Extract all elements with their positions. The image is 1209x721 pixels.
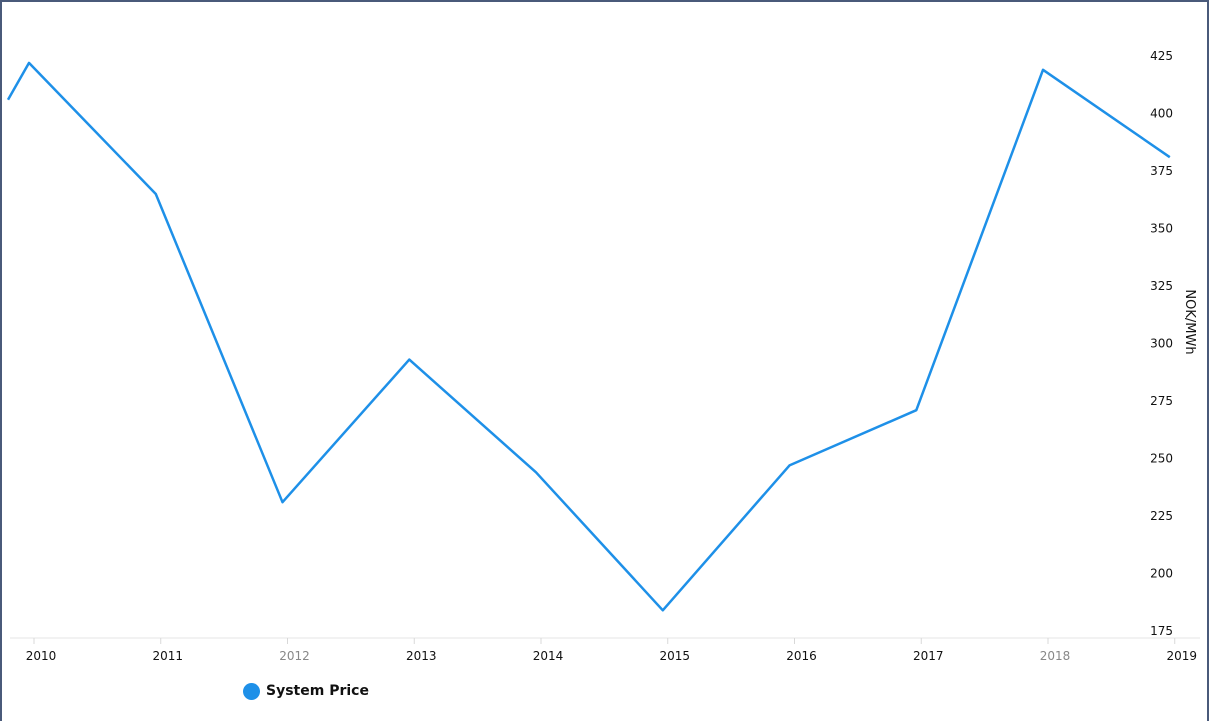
series-layer: [6, 61, 1171, 612]
y-tick-label: 425: [1150, 49, 1173, 63]
y-axis-ticks: 175 200 225 250 275 300 325 350 375 400 425: [1150, 49, 1173, 638]
frame-border-left: [0, 0, 2, 721]
legend-marker-icon: [243, 682, 260, 700]
y-tick-label: 350: [1150, 222, 1173, 236]
y-tick-label: 375: [1150, 164, 1173, 178]
x-tick-label: 2014: [533, 649, 564, 663]
y-tick-label: 225: [1150, 509, 1173, 523]
frame-border-right: [1207, 0, 1209, 721]
y-tick-label: 325: [1150, 279, 1173, 293]
legend-label-system-price: System Price: [266, 683, 369, 699]
y-tick-label: 175: [1150, 624, 1173, 638]
series-line-system-price[interactable]: [6, 61, 1171, 612]
frame-border-top: [0, 0, 1209, 2]
x-tick-label: 2017: [913, 649, 944, 663]
x-tick-label: 2011: [152, 649, 183, 663]
x-tick-label: 2010: [26, 649, 57, 663]
x-axis-ticks: 2010 2011 2012 2013 2014 2015 2016 2017 2018 2019: [10, 637, 1200, 663]
x-tick-label: 2013: [406, 649, 437, 663]
y-tick-label: 275: [1150, 394, 1173, 408]
y-tick-label: 300: [1150, 337, 1173, 351]
x-tick-label: 2015: [659, 649, 690, 663]
x-tick-label: 2012: [279, 649, 310, 663]
legend[interactable]: System Price: [243, 680, 369, 702]
x-tick-label: 2019: [1166, 649, 1197, 663]
x-tick-label: 2018: [1040, 649, 1071, 663]
y-axis-label: NOK/MWh: [1182, 289, 1197, 354]
y-tick-label: 200: [1150, 567, 1173, 581]
y-tick-label: 250: [1150, 452, 1173, 466]
x-tick-label: 2016: [786, 649, 817, 663]
y-tick-label: 400: [1150, 107, 1173, 121]
